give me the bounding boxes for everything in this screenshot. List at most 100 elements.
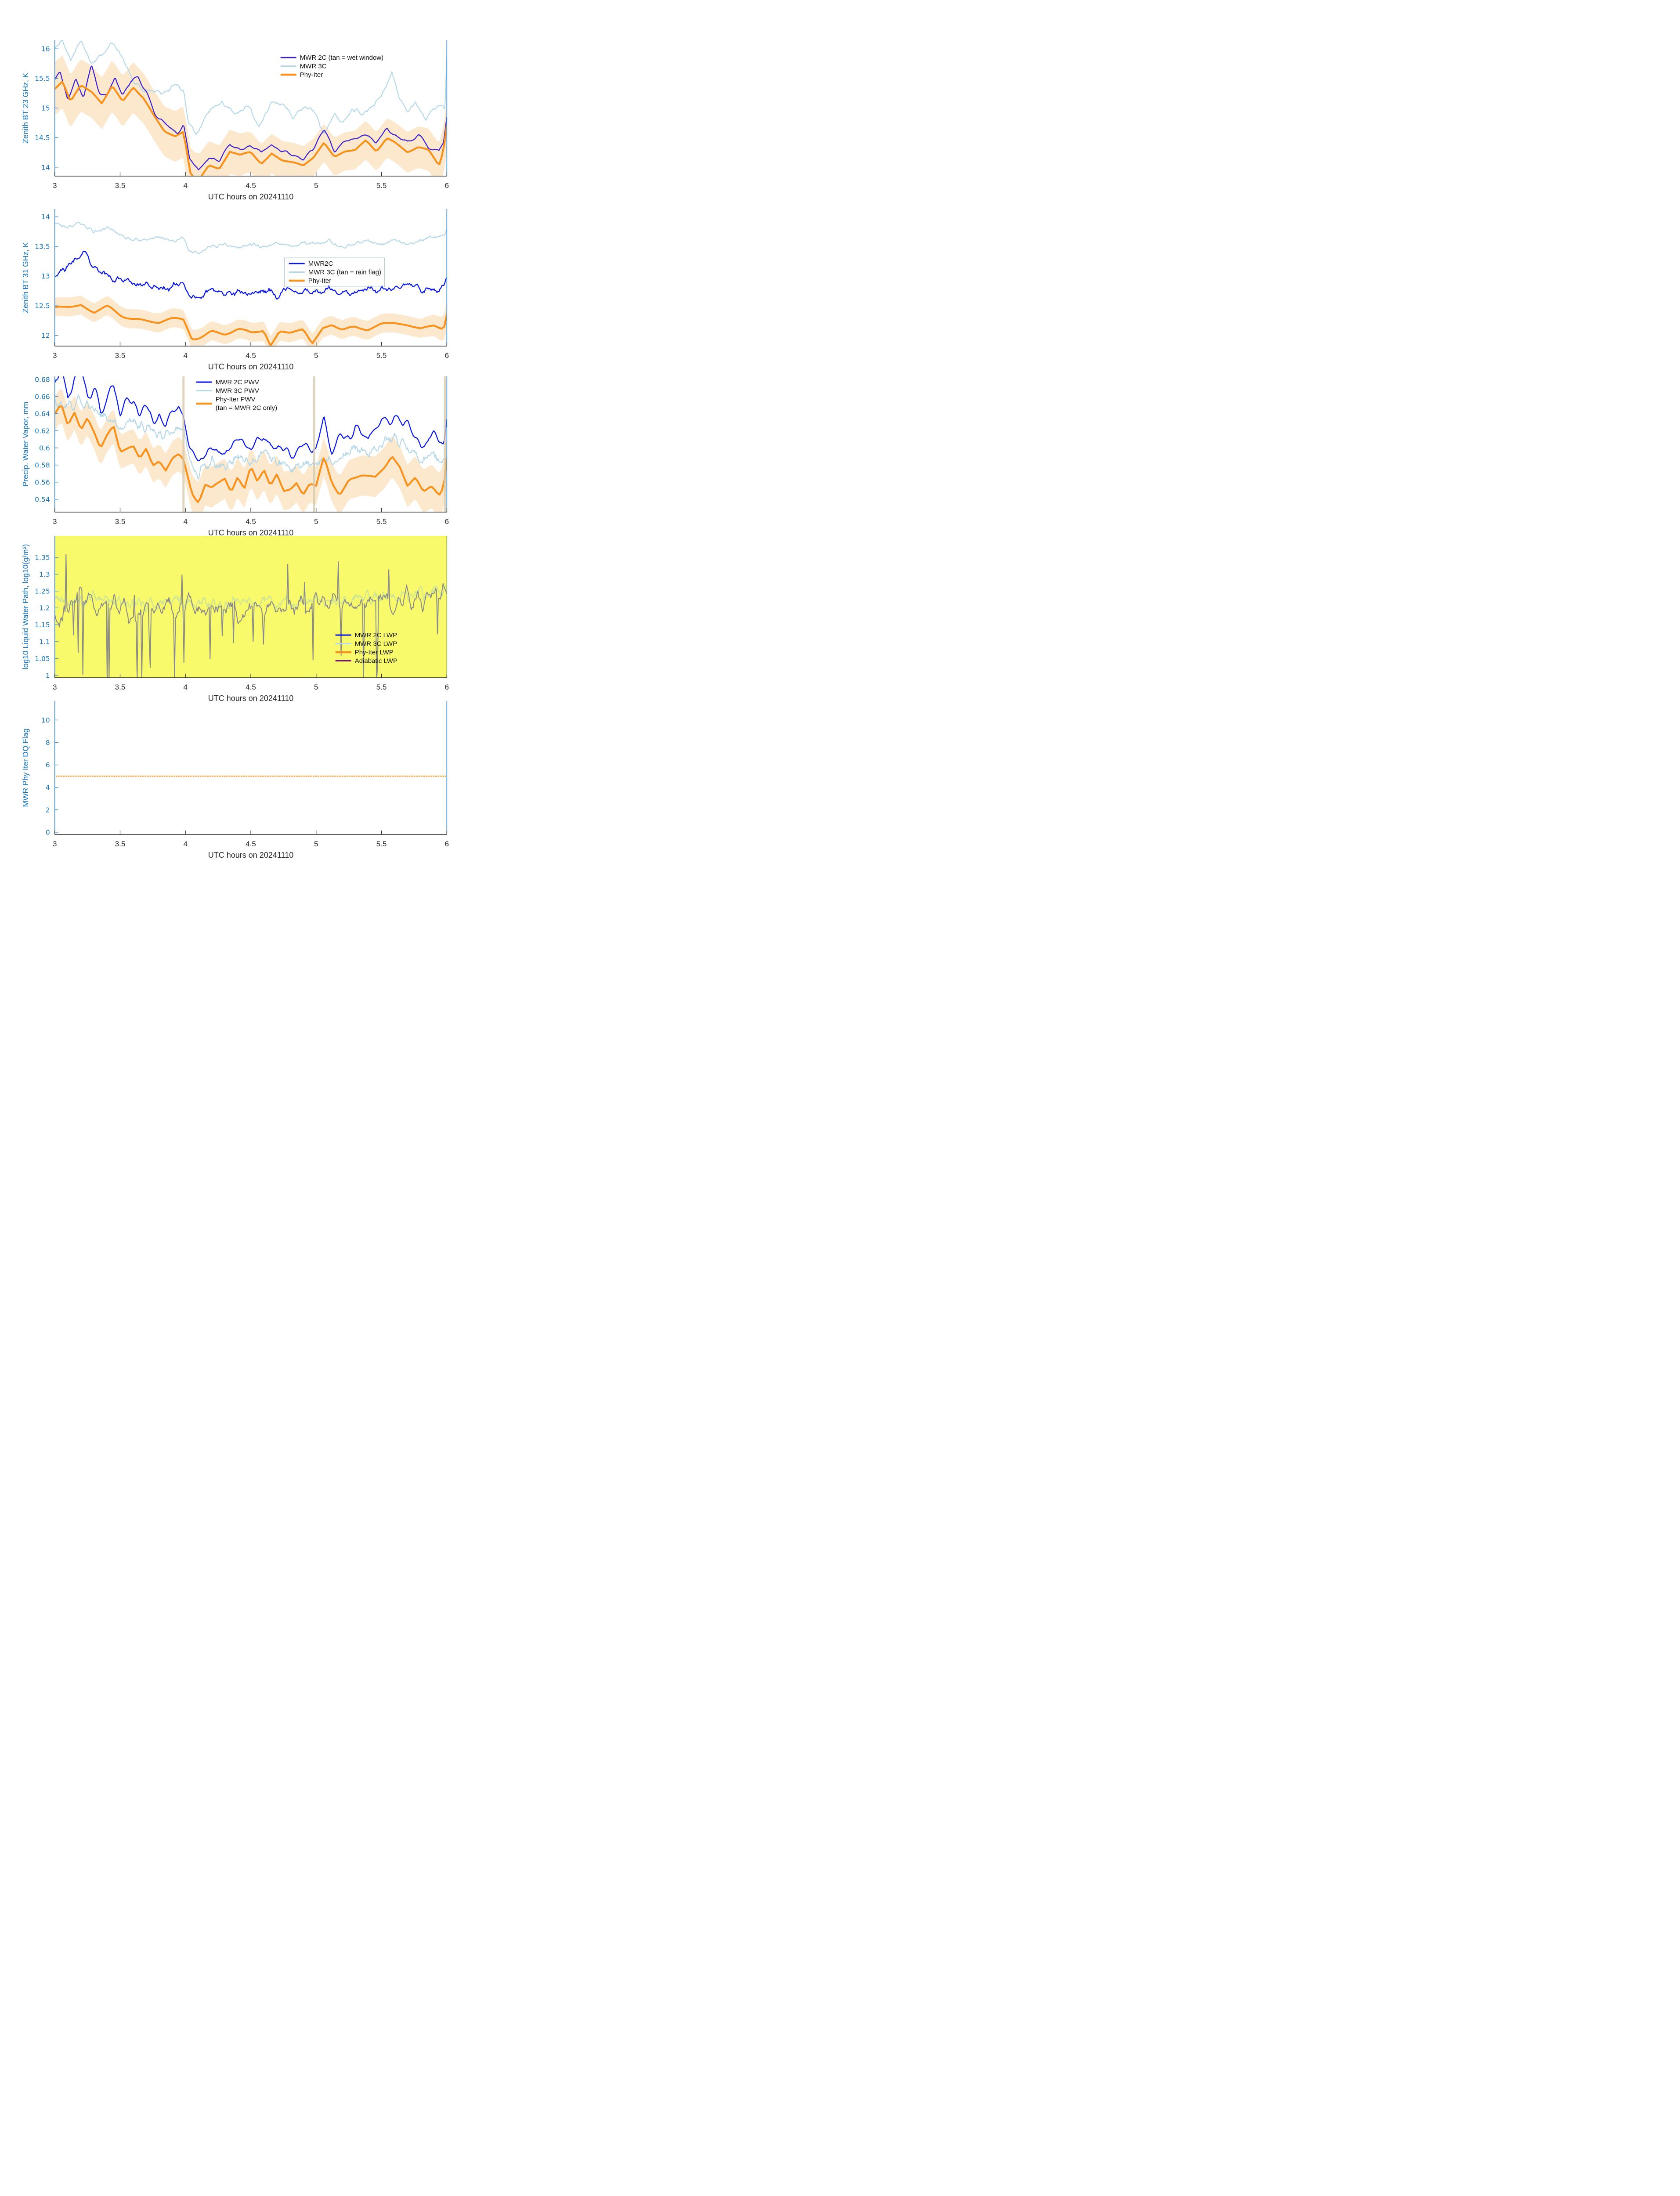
- x-tick-label: 5: [314, 181, 318, 190]
- x-tick-label: 4: [183, 351, 187, 360]
- legend-label: MWR 3C: [300, 63, 327, 70]
- pwv-mwr-2c-pwv-line: [54, 376, 447, 462]
- bt23-mwr-3c-line: [54, 40, 447, 135]
- x-tick-label: 4: [183, 840, 187, 848]
- legend-item: Phy-Iter LWP: [335, 649, 394, 656]
- y-tick-label: 14: [41, 163, 50, 171]
- x-tick-label: 6: [445, 181, 449, 190]
- y-tick-label: 0.6: [39, 444, 50, 452]
- lwp-mwr-2c-lwp-line: [54, 554, 447, 678]
- x-tick-label: 6: [445, 683, 449, 691]
- y-tick-label: 15: [41, 105, 50, 112]
- y-tick-label: 13: [41, 272, 50, 280]
- y-ticks: 1 1.05 1.1 1.15 1.2 1.25 1.3 1.35: [35, 554, 58, 679]
- legend-item: MWR 3C (tan = rain flag): [289, 269, 381, 276]
- x-tick-label: 5: [314, 840, 318, 848]
- x-tick-label: 3.5: [115, 517, 126, 526]
- xlabel-lwp: UTC hours on 20241110: [208, 694, 293, 703]
- legend-box: [284, 257, 385, 287]
- x-tick-label: 6: [445, 517, 449, 526]
- legend-label: Phy-Iter PWV: [216, 396, 256, 403]
- y-tick-label: 0.68: [35, 376, 50, 383]
- y-tick-label: 1.2: [39, 604, 50, 612]
- legend-label: MWR 3C PWV: [216, 387, 259, 395]
- legend-item: MWR 2C LWP: [335, 632, 397, 639]
- legend-bt31: MWR2C MWR 3C (tan = rain flag)Phy-Iter: [284, 257, 385, 287]
- y-tick-label: 0: [46, 828, 50, 836]
- y-tick-label: 12.5: [35, 302, 50, 310]
- subplot-lwp: 1 1.05 1.1 1.15 1.2 1.25 1.3 1.35 3 3.5 4 4.5 5 5.5 6 l…: [21, 536, 449, 703]
- legend-item: MWR 3C PWV: [196, 387, 259, 395]
- x-tick-label: 5: [314, 351, 318, 360]
- legend-label: (tan = MWR 2C only): [216, 405, 277, 412]
- subplot-dqflag: 0 2 4 6 8 10 3 3.5 4 4.5 5 5.5 6 MWR Phy Iter DQ Flag…: [21, 701, 449, 860]
- x-tick-label: 4.5: [246, 840, 256, 848]
- bt23-wet-window-band: [54, 55, 447, 176]
- plot-area-bt31: [54, 221, 447, 346]
- legend-label: MWR 3C LWP: [355, 640, 397, 648]
- subplot-bt31: 12 12.5 13 13.5 14 3 3.5 4 4.5 5 5.5 6 Zenith BT 31 …: [21, 209, 449, 371]
- legend-item: MWR 3C LWP: [335, 640, 397, 648]
- legend-item: (tan = MWR 2C only): [216, 405, 277, 412]
- legend-label: MWR 2C PWV: [216, 379, 259, 386]
- y-tick-label: 0.62: [35, 427, 50, 435]
- x-tick-label: 3: [53, 181, 57, 190]
- y-tick-label: 2: [46, 806, 50, 814]
- y-tick-label: 14.5: [35, 134, 50, 142]
- y-tick-label: 12: [41, 332, 50, 340]
- y-tick-label: 15.5: [35, 75, 50, 83]
- legend-item: MWR 2C PWV: [196, 379, 259, 386]
- bt31-rain-band: [54, 295, 447, 346]
- bt31-mwr-3c-line: [54, 221, 447, 254]
- y-tick-label: 14: [41, 213, 50, 221]
- x-tick-label: 5.5: [376, 683, 387, 691]
- x-ticks: 3 3.5 4 4.5 5 5.5 6: [53, 508, 449, 526]
- plot-area-pwv: [54, 376, 447, 512]
- ylabel-dqflag: MWR Phy Iter DQ Flag: [21, 729, 30, 807]
- y-ticks: 12 12.5 13 13.5 14: [35, 213, 58, 340]
- figure: 14 14.5 15 15.5 16 3 3.5 4 4.5 5 5.5 6 Zenith BT 23 …: [0, 0, 560, 878]
- x-tick-label: 3.5: [115, 840, 126, 848]
- y-tick-label: 6: [46, 761, 50, 769]
- x-tick-label: 4.5: [246, 683, 256, 691]
- legend-label: MWR 3C (tan = rain flag): [308, 269, 381, 276]
- y-tick-label: 13.5: [35, 243, 50, 251]
- legend-item: Phy-Iter: [280, 71, 323, 79]
- legend-item: MWR 2C (tan = wet window): [280, 54, 383, 61]
- legend-label: Adiabatic LWP: [355, 657, 397, 665]
- pwv-mwr-3c-pwv-line: [54, 394, 447, 480]
- y-tick-label: 1.25: [35, 587, 50, 595]
- legend-label: Phy-Iter LWP: [355, 649, 394, 656]
- x-tick-label: 5.5: [376, 840, 387, 848]
- x-tick-label: 5.5: [376, 181, 387, 190]
- y-ticks: 0.54 0.56 0.58 0.6 0.62 0.64 0.66 0.68: [35, 376, 58, 503]
- x-tick-label: 3.5: [115, 683, 126, 691]
- legend-item: Adiabatic LWP: [335, 657, 397, 665]
- legend-item: MWR2C: [289, 260, 333, 267]
- y-tick-label: 1.3: [39, 571, 50, 578]
- x-ticks: 3 3.5 4 4.5 5 5.5 6: [53, 342, 449, 360]
- x-tick-label: 3.5: [115, 351, 126, 360]
- plot-area-bt23: [54, 40, 447, 176]
- y-tick-label: 1.05: [35, 655, 50, 663]
- y-tick-label: 0.64: [35, 410, 50, 418]
- legend-label: MWR 2C (tan = wet window): [300, 54, 383, 61]
- x-tick-label: 3: [53, 517, 57, 526]
- x-tick-label: 4.5: [246, 181, 256, 190]
- x-tick-label: 5: [314, 683, 318, 691]
- x-tick-label: 4: [183, 683, 187, 691]
- xlabel-dqflag: UTC hours on 20241110: [208, 851, 293, 860]
- bt31-mwr2c-line: [54, 250, 447, 300]
- ylabel-lwp: log10 Liquid Water Path, log10(g/m²): [21, 544, 30, 669]
- x-tick-label: 5: [314, 517, 318, 526]
- legend-item: Phy-Iter: [289, 277, 331, 285]
- bt23-mwr-2c-line: [54, 65, 447, 170]
- legend-label: MWR2C: [308, 260, 333, 267]
- legend-item: MWR 3C: [280, 63, 327, 70]
- y-tick-label: 1: [46, 672, 50, 679]
- ylabel-pwv: Precip. Water Vapor, mm: [21, 402, 30, 487]
- pwv-event-bar: [313, 376, 315, 512]
